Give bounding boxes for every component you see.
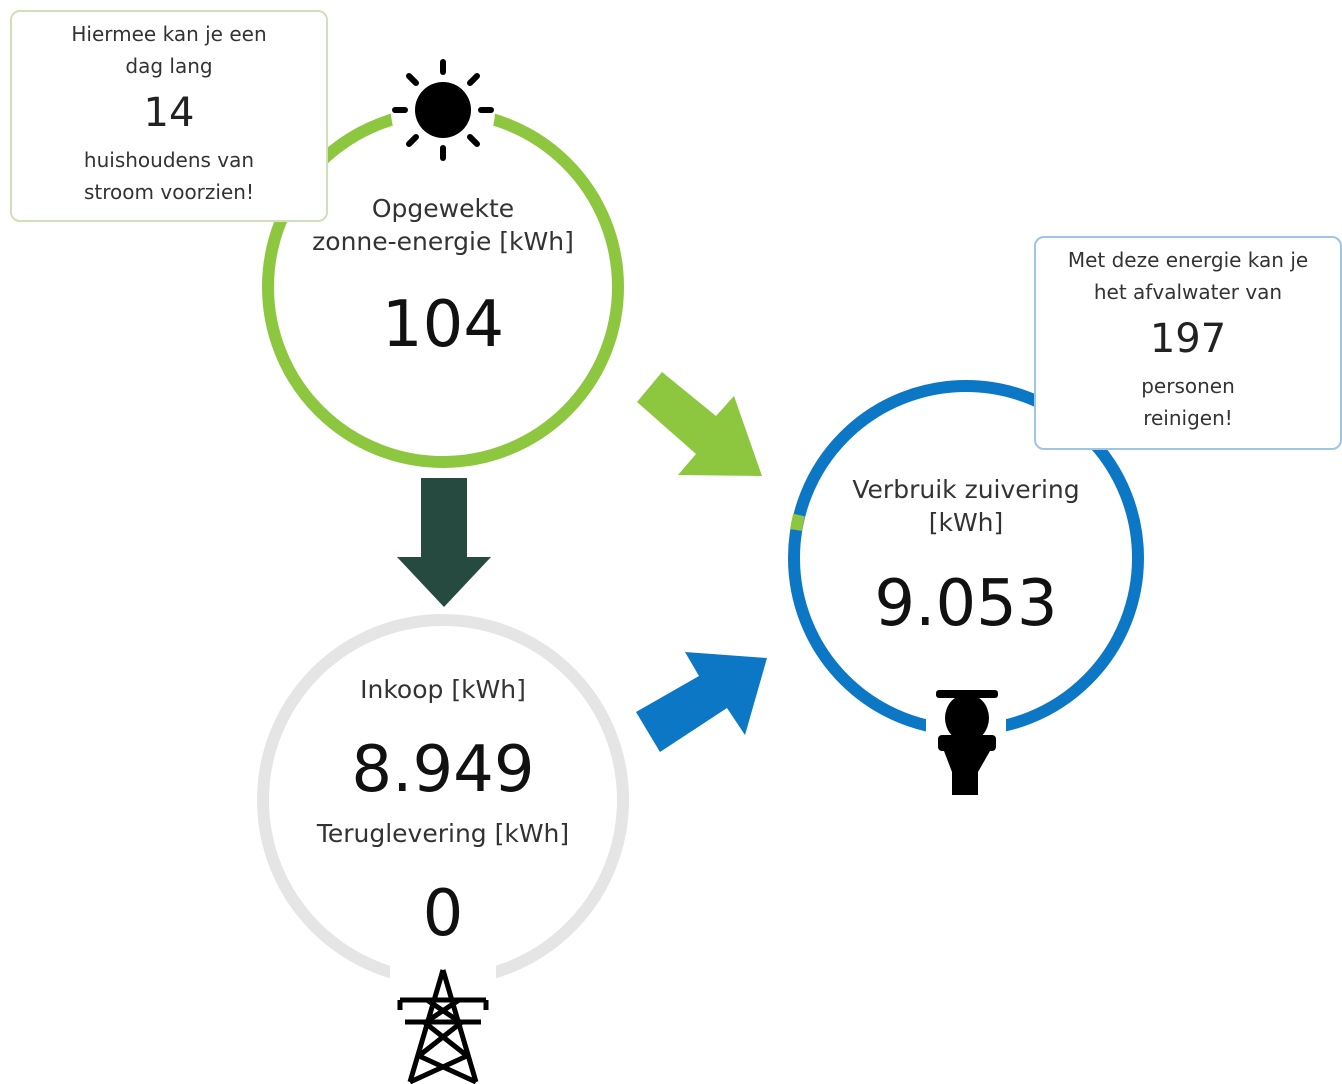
note-line: stroom voorzien! — [84, 180, 254, 204]
pylon-icon — [397, 969, 489, 1084]
toilet-icon — [936, 690, 998, 795]
note-line: Hiermee kan je een — [71, 22, 267, 46]
solar-value: 104 — [381, 288, 505, 362]
note-line: reinigen! — [1143, 406, 1233, 430]
label-line: Opgewekte — [371, 194, 515, 223]
note-line: het afvalwater van — [1093, 280, 1283, 304]
solar-to-consumption-arrow — [637, 372, 762, 476]
return-label: Teruglevering [kWh] — [316, 819, 570, 848]
return-value: 0 — [422, 877, 464, 951]
purchase-label: Inkoop [kWh] — [360, 675, 526, 704]
solar-label: Opgewekte zonne-energie [kWh] — [283, 192, 603, 258]
label-line: [kWh] — [928, 508, 1004, 537]
note-line: dag lang — [125, 54, 213, 78]
note-line: huishoudens van — [83, 148, 255, 172]
consumption-note: Met deze energie kan je het afvalwater v… — [1034, 236, 1342, 450]
label-line: Verbruik zuivering — [852, 475, 1080, 504]
solar-to-grid-arrow — [397, 478, 491, 607]
purchase-value: 8.949 — [351, 733, 535, 807]
consumption-label: Verbruik zuivering [kWh] — [806, 473, 1126, 539]
solar-share — [790, 513, 805, 531]
note-value: 14 — [143, 90, 195, 136]
consumption-value: 9.053 — [874, 567, 1058, 641]
sun-icon — [392, 59, 494, 161]
note-value: 197 — [1149, 316, 1227, 362]
solar-note: Hiermee kan je een dag lang 14 huishoude… — [10, 10, 328, 222]
grid-to-consumption-arrow — [636, 652, 767, 752]
label-line: zonne-energie [kWh] — [312, 227, 574, 256]
note-line: personen — [1141, 374, 1235, 398]
note-line: Met deze energie kan je — [1067, 248, 1309, 272]
